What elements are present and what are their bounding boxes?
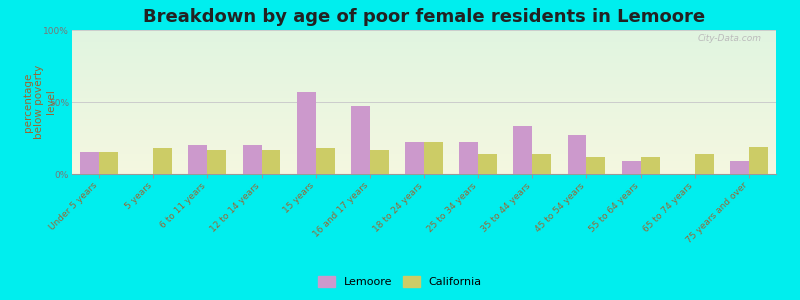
Bar — [242, 145, 262, 174]
Bar — [567, 135, 586, 174]
Bar — [154, 148, 172, 174]
Y-axis label: percentage
below poverty
level: percentage below poverty level — [22, 65, 56, 139]
Bar — [641, 157, 659, 174]
Bar — [532, 154, 551, 174]
Bar — [405, 142, 424, 174]
Bar — [297, 92, 316, 174]
Bar — [316, 148, 334, 174]
Bar — [99, 152, 118, 174]
Bar — [207, 149, 226, 174]
Bar — [459, 142, 478, 174]
Bar — [622, 161, 641, 174]
Bar — [262, 149, 281, 174]
Bar — [694, 154, 714, 174]
Bar — [351, 106, 370, 174]
Bar — [514, 127, 532, 174]
Bar — [370, 149, 389, 174]
Legend: Lemoore, California: Lemoore, California — [314, 271, 486, 291]
Bar — [424, 142, 443, 174]
Text: City-Data.com: City-Data.com — [698, 34, 762, 43]
Bar — [189, 145, 207, 174]
Bar — [730, 161, 749, 174]
Bar — [749, 147, 768, 174]
Bar — [80, 152, 99, 174]
Bar — [586, 157, 606, 174]
Bar — [478, 154, 497, 174]
Title: Breakdown by age of poor female residents in Lemoore: Breakdown by age of poor female resident… — [143, 8, 705, 26]
